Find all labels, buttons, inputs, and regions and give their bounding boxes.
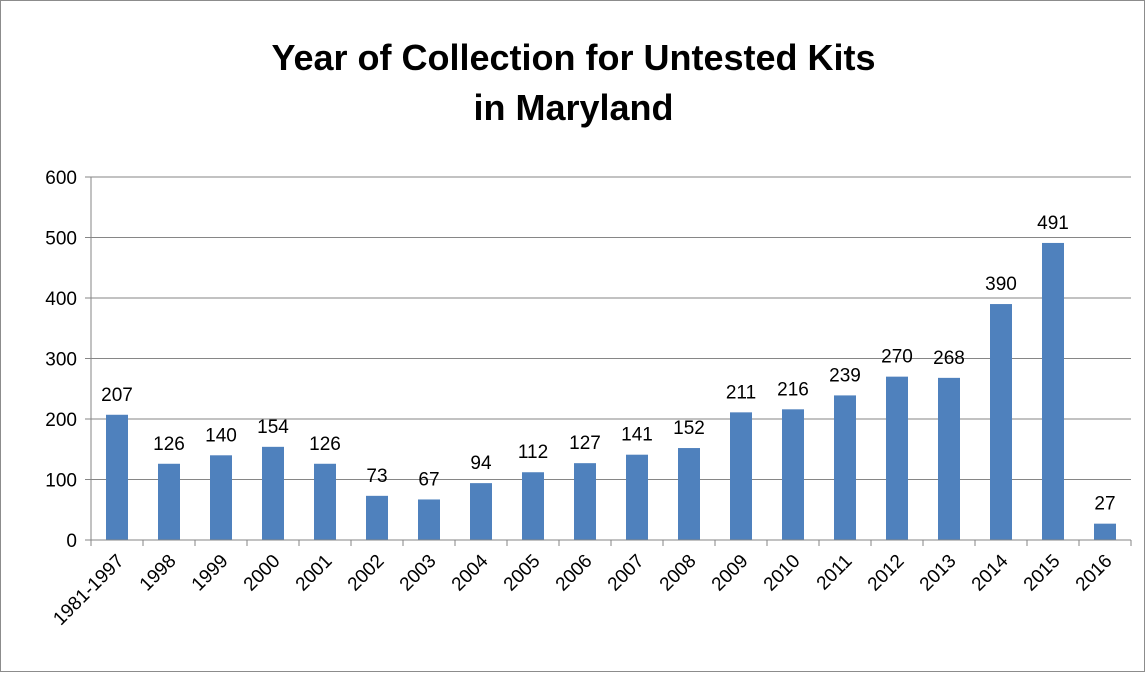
data-label: 94 — [470, 453, 492, 474]
bar — [470, 483, 492, 540]
data-label: 112 — [518, 442, 548, 463]
data-label: 211 — [726, 382, 756, 403]
x-category-label: 2006 — [552, 551, 597, 596]
x-category-label: 2002 — [344, 551, 389, 596]
bars — [106, 242, 1116, 540]
bar — [1042, 242, 1064, 540]
data-label: 126 — [153, 434, 185, 455]
bar — [210, 455, 232, 540]
data-label: 141 — [621, 425, 653, 446]
x-category-label: 2014 — [968, 550, 1013, 595]
x-category-label: 2013 — [916, 551, 961, 596]
x-category-label: 2010 — [760, 551, 805, 596]
x-category-label: 1981-1997 — [49, 551, 128, 630]
chart-title: Year of Collection for Untested Kits in … — [1, 33, 1145, 133]
bar — [314, 463, 336, 540]
x-category-label: 2004 — [448, 550, 493, 595]
x-axis-category-labels: 1981-1997 1998 1999 2000 2001 2002 2003 2004 200… — [49, 550, 1116, 629]
x-category-label: 2003 — [396, 551, 441, 596]
bar — [262, 446, 284, 540]
data-label: 216 — [777, 379, 809, 400]
x-category-label: 2015 — [1020, 551, 1065, 596]
bar — [782, 409, 804, 540]
data-label: 239 — [829, 365, 861, 386]
x-category-label: 2000 — [240, 551, 285, 596]
y-tick-label: 300 — [45, 350, 77, 371]
y-tick-label: 200 — [45, 410, 77, 431]
x-category-label: 2005 — [500, 551, 545, 596]
bar — [730, 412, 752, 540]
bar — [574, 463, 596, 540]
data-label: 27 — [1094, 494, 1115, 515]
x-category-label: 2009 — [708, 551, 753, 596]
x-category-label: 2012 — [864, 551, 909, 596]
data-label: 67 — [418, 469, 439, 490]
chart-title-line-2: in Maryland — [473, 87, 674, 128]
bar — [834, 395, 856, 540]
x-category-label: 1999 — [188, 551, 233, 596]
x-category-label: 2001 — [292, 551, 337, 596]
x-category-label: 2008 — [656, 551, 701, 596]
bar — [990, 304, 1012, 540]
chart-title-line-1: Year of Collection for Untested Kits — [271, 37, 876, 78]
data-label: 73 — [366, 466, 387, 487]
data-label: 491 — [1037, 213, 1069, 234]
bar — [938, 377, 960, 540]
data-labels: 207 126 140 154 126 73 67 94 112 127 141 152 211 216 2… — [101, 213, 1115, 515]
bar — [158, 463, 180, 540]
y-axis-tick-labels: 0 100 200 300 400 500 600 — [45, 168, 77, 552]
data-label: 140 — [205, 425, 237, 446]
bar — [522, 472, 544, 540]
data-label: 268 — [933, 348, 965, 369]
axes — [85, 177, 1132, 546]
bar — [626, 454, 648, 540]
data-label: 154 — [257, 417, 289, 438]
data-label: 207 — [101, 385, 133, 406]
bar — [678, 448, 700, 540]
gridlines — [85, 176, 1131, 480]
bar — [1094, 523, 1116, 540]
y-tick-label: 500 — [45, 229, 77, 250]
data-label: 127 — [569, 433, 601, 454]
y-tick-label: 600 — [45, 168, 77, 189]
x-category-label: 1998 — [136, 551, 181, 596]
y-tick-label: 400 — [45, 289, 77, 310]
bar — [886, 376, 908, 540]
x-category-label: 2016 — [1072, 551, 1117, 596]
data-label: 270 — [881, 347, 913, 368]
data-label: 152 — [673, 418, 705, 439]
x-category-label: 2007 — [604, 551, 649, 596]
y-tick-label: 0 — [66, 531, 77, 552]
bar — [418, 499, 440, 540]
data-label: 126 — [309, 434, 341, 455]
data-label: 390 — [985, 274, 1017, 295]
y-tick-label: 100 — [45, 471, 77, 492]
x-category-label: 2011 — [813, 551, 857, 595]
bar — [106, 414, 128, 540]
bar — [366, 495, 388, 540]
